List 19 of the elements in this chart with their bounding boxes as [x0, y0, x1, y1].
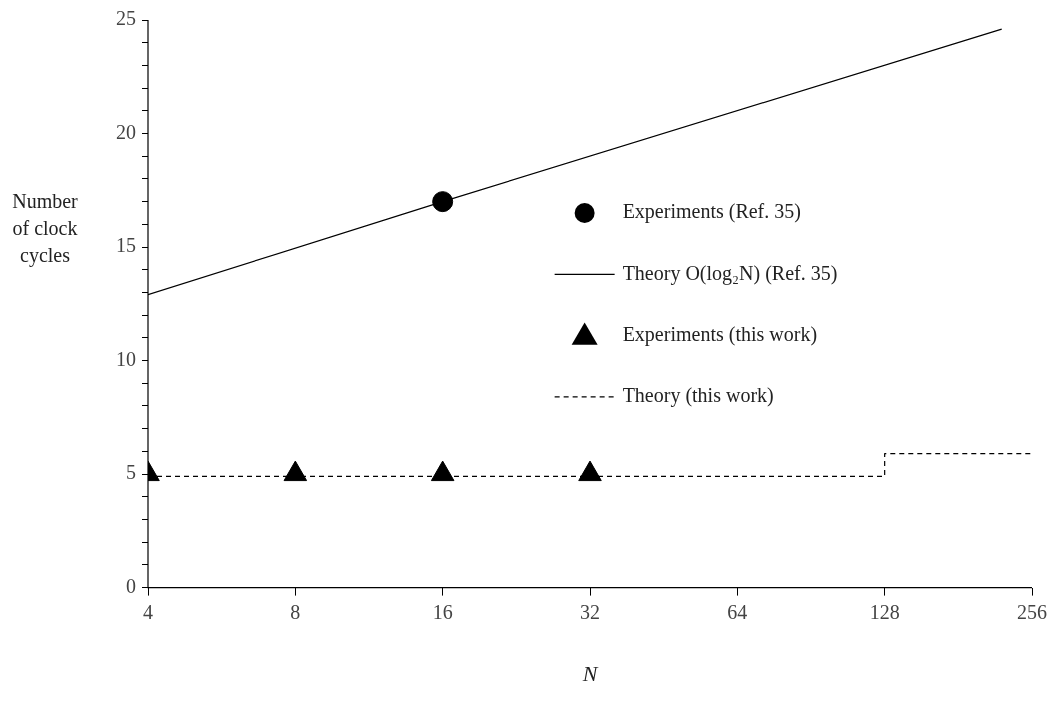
x-tick-label: 64	[727, 600, 748, 623]
x-tick-label: 128	[869, 600, 900, 623]
y-tick-label: 15	[116, 234, 136, 257]
y-tick-label: 25	[116, 7, 136, 30]
x-tick-label: 8	[290, 600, 301, 623]
legend-label: Theory O(log₂N) (Ref. 35)	[622, 261, 838, 285]
legend-label: Experiments (this work)	[622, 322, 818, 346]
x-tick-label: 32	[580, 600, 600, 623]
y-tick-label: 0	[126, 574, 136, 597]
x-tick-label: 4	[143, 600, 153, 623]
legend-label: Theory (this work)	[622, 384, 774, 408]
x-tick-label: 256	[1017, 600, 1047, 623]
y-axis-title: Number of clock cycles	[11, 189, 79, 269]
y-tick-label: 10	[116, 347, 136, 370]
y-tick-label: 5	[126, 461, 136, 484]
legend-label: Experiments (Ref. 35)	[622, 200, 801, 224]
x-axis-title: N	[581, 660, 599, 686]
x-tick-label: 16	[432, 600, 453, 623]
y-tick-label: 20	[116, 120, 136, 143]
